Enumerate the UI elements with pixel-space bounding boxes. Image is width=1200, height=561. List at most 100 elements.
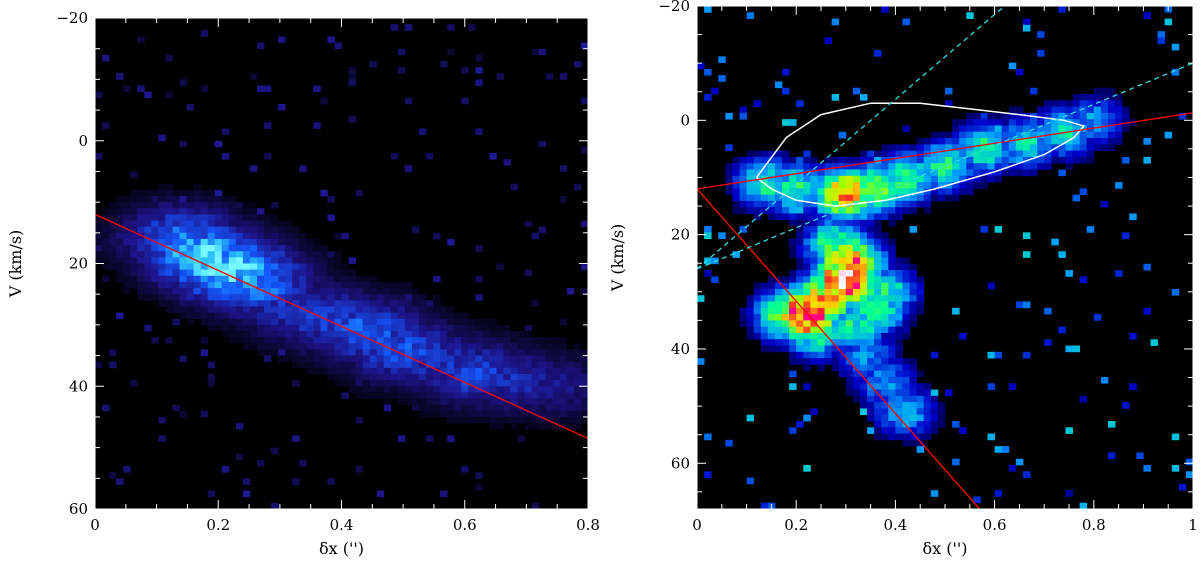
right-heatmap-cell [874,270,882,277]
right-heatmap-cell [1037,138,1045,145]
right-heatmap-cell [994,169,1003,177]
right-heatmap-cell [1136,452,1144,460]
right-heatmap-cell [895,389,903,397]
right-heatmap-cell [902,376,910,384]
right-heatmap-cell [888,270,896,277]
right-heatmap-cell [1072,125,1081,133]
left-heatmap-cell [179,140,187,148]
left-heatmap-cell [545,373,554,381]
right-heatmap-cell [881,6,889,13]
left-heatmap-cell [482,392,490,399]
right-heatmap-cell [1008,62,1017,70]
right-heatmap-cell [774,207,783,214]
right-heatmap-cell [902,439,910,447]
left-heatmap-cell [510,386,518,393]
right-heatmap-cell [1115,270,1123,277]
left-heatmap-cell [109,361,117,369]
left-heatmap-cell [510,416,518,424]
left-heatmap-cell [397,300,406,307]
left-heatmap-cell [482,324,490,332]
left-heatmap-cell [411,318,420,326]
left-heatmap-cell [440,398,448,406]
left-heatmap-cell [264,257,272,264]
right-heatmap-cell [916,414,925,422]
left-heatmap-cell [482,355,490,363]
right-heatmap-cell [888,389,896,397]
left-heatmap-cell [447,238,455,246]
right-heatmap-cell [909,182,918,189]
left-heatmap-cell [158,257,166,264]
left-heatmap-cell [186,275,194,283]
right-heatmap-cell [1072,100,1081,107]
left-heatmap-cell [524,349,533,356]
left-heatmap-cell [404,312,413,320]
left-heatmap-cell [348,337,356,344]
right-heatmap-cell [782,301,790,309]
left-heatmap-cell [137,36,145,43]
right-heatmap-cell [845,163,854,170]
left-heatmap-cell [249,318,258,326]
left-heatmap-cell [271,257,279,264]
left-heatmap-cell [228,300,237,307]
right-heatmap-cell [1100,112,1109,120]
right-heatmap-cell [867,389,875,397]
right-heatmap-cell [909,276,918,284]
left-heatmap-cell [144,281,152,289]
left-heatmap-cell [334,306,342,313]
left-heatmap-cell [348,306,356,313]
left-heatmap-cell [376,386,385,393]
left-heatmap-cell [404,288,413,295]
left-heatmap-cell [200,226,209,234]
right-heatmap-cell [994,490,1003,497]
right-heatmap-cell [916,433,925,441]
left-heatmap-cell [447,306,455,313]
right-heatmap-cell [789,270,797,277]
left-heatmap-cell [559,404,568,412]
left-heatmap-cell [355,392,364,399]
left-heatmap-cell [200,306,209,313]
left-heatmap-cell [580,398,588,406]
left-heatmap-cell [249,343,258,350]
right-heatmap-cell [895,364,903,372]
left-heatmap-cell [334,343,342,350]
left-heatmap-cell [418,128,427,136]
right-heatmap-cell [1044,339,1052,346]
right-heatmap-cell [859,364,868,372]
left-heatmap-cell [214,214,223,221]
left-heatmap-cell [369,312,378,320]
left-heatmap-cell [292,380,300,387]
left-heatmap-cell [165,91,173,99]
left-heatmap-cell [214,208,223,215]
left-heatmap-cell [165,214,173,221]
left-heatmap-cell [397,361,406,369]
right-heatmap-cell [782,288,790,296]
left-heatmap-cell [242,263,251,271]
left-heatmap-cell [242,300,251,307]
right-heatmap-cell [845,194,854,202]
right-heatmap-cell [867,150,875,158]
left-heatmap-cell [489,410,497,418]
left-heatmap-cell [573,60,582,68]
right-heatmap-cell [1157,31,1166,38]
right-heatmap-cell [1171,288,1180,296]
left-heatmap-cell [552,398,561,406]
right-heatmap-cell [810,282,818,290]
right-heatmap-cell [874,182,882,189]
right-heatmap-cell [1022,18,1031,26]
left-heatmap-cell [299,312,307,320]
left-heatmap-cell [193,214,202,221]
right-heatmap-cell [1015,106,1024,114]
right-heatmap-cell [831,251,840,258]
left-heatmap-cell [531,404,540,412]
right-heatmap-cell [1015,301,1024,309]
right-heatmap-cell [859,257,868,265]
left-heatmap-cell [327,257,335,264]
left-heatmap-cell [475,373,483,381]
left-heatmap-cell [235,251,244,258]
left-heatmap-cell [278,318,286,326]
right-heatmap-cell [916,389,925,397]
right-heatmap-cell [902,207,910,214]
left-heatmap-cell [327,331,335,338]
right-heatmap-cell [1150,339,1158,346]
right-heatmap-cell [859,232,868,240]
